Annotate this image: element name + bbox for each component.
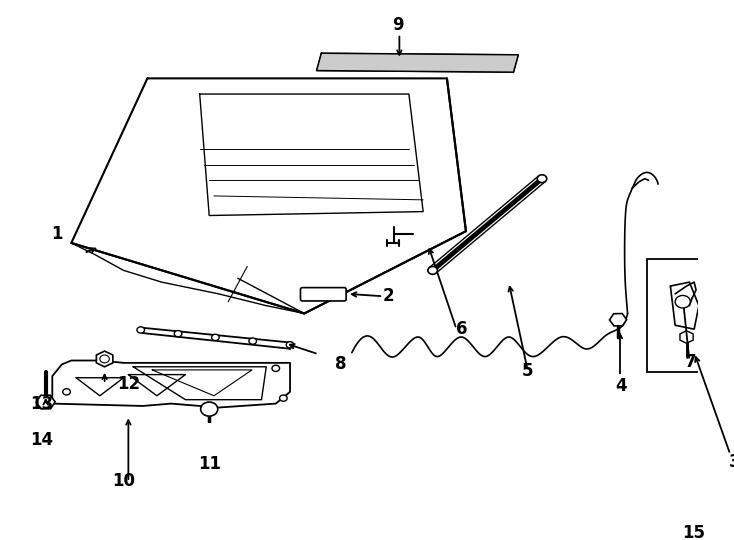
- Text: 6: 6: [457, 320, 468, 338]
- Polygon shape: [316, 53, 518, 72]
- Circle shape: [675, 295, 691, 308]
- Text: 9: 9: [392, 16, 403, 34]
- Text: 3: 3: [730, 454, 734, 471]
- Text: 12: 12: [117, 375, 140, 393]
- Circle shape: [200, 402, 218, 416]
- Circle shape: [100, 355, 109, 363]
- Bar: [647, 259, 733, 372]
- Circle shape: [249, 338, 256, 344]
- Text: 15: 15: [683, 524, 705, 540]
- Circle shape: [280, 395, 287, 401]
- Circle shape: [63, 389, 70, 395]
- Text: 10: 10: [112, 472, 135, 490]
- Circle shape: [137, 327, 145, 333]
- Text: 11: 11: [197, 455, 221, 473]
- Text: 14: 14: [30, 431, 54, 449]
- Text: 5: 5: [522, 362, 534, 380]
- Text: 7: 7: [685, 353, 696, 371]
- FancyBboxPatch shape: [300, 288, 346, 301]
- Text: 13: 13: [30, 395, 54, 413]
- Circle shape: [537, 175, 547, 183]
- Text: 2: 2: [382, 287, 393, 305]
- Circle shape: [174, 330, 182, 337]
- Text: 1: 1: [51, 225, 63, 242]
- Text: 4: 4: [615, 376, 627, 395]
- Text: 8: 8: [335, 355, 346, 374]
- Circle shape: [211, 334, 219, 341]
- Circle shape: [272, 365, 280, 372]
- Circle shape: [286, 342, 294, 348]
- Circle shape: [428, 266, 437, 274]
